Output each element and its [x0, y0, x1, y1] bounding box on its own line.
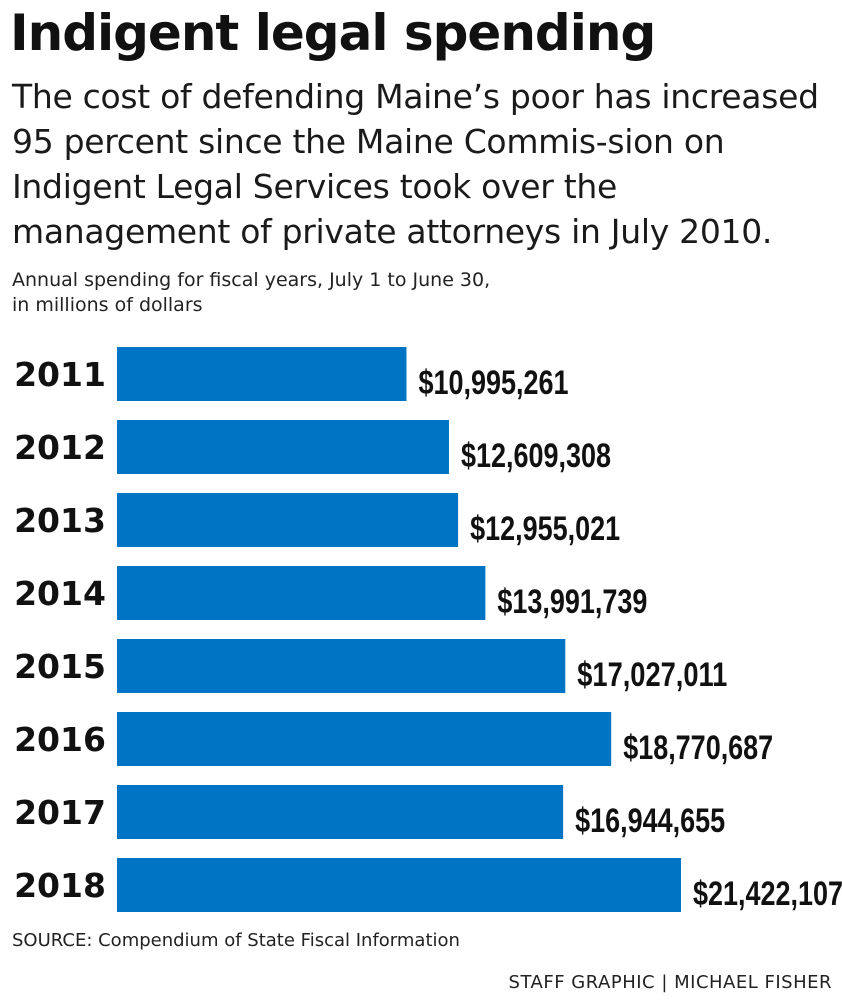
- value-label-2017: $16,944,655: [575, 802, 725, 840]
- bar-2018: [117, 858, 681, 912]
- bar-2017: [117, 785, 564, 839]
- value-label-2015: $17,027,011: [577, 656, 727, 694]
- bar-2013: [117, 493, 459, 547]
- axis-note-line-2: in millions of dollars: [12, 294, 203, 316]
- year-label-2014: 2014: [14, 574, 106, 613]
- value-label-2012: $12,609,308: [461, 437, 611, 475]
- year-label-2015: 2015: [14, 647, 106, 686]
- bar-2016: [117, 712, 612, 766]
- year-label-2016: 2016: [14, 720, 106, 759]
- year-label-2012: 2012: [14, 428, 106, 467]
- chart-subtitle: The cost of defending Maine’s poor has i…: [12, 77, 819, 251]
- axis-note-line-1: Annual spending for fiscal years, July 1…: [12, 269, 491, 291]
- value-label-2016: $18,770,687: [623, 729, 773, 767]
- source-note: SOURCE: Compendium of State Fiscal Infor…: [12, 930, 460, 951]
- value-label-2013: $12,955,021: [470, 510, 620, 548]
- bar-2012: [117, 420, 449, 474]
- bar-2014: [117, 566, 486, 620]
- year-label-2011: 2011: [14, 355, 106, 394]
- bar-2015: [117, 639, 566, 693]
- year-label-2018: 2018: [14, 866, 106, 905]
- value-label-2018: $21,422,107: [693, 875, 842, 913]
- value-label-2011: $10,995,261: [418, 364, 568, 402]
- axis-note: Annual spending for fiscal years, July 1…: [12, 268, 490, 318]
- year-label-2013: 2013: [14, 501, 106, 540]
- bar-chart: 2011 $10,995,261 2012 $12,609,308 2013 $12,95…: [14, 347, 842, 913]
- year-label-2017: 2017: [14, 793, 106, 832]
- staff-credit: STAFF GRAPHIC | MICHAEL FISHER: [508, 972, 832, 993]
- bar-2011: [117, 347, 407, 401]
- chart-title: Indigent legal spending: [10, 4, 656, 62]
- value-label-2014: $13,991,739: [497, 583, 647, 621]
